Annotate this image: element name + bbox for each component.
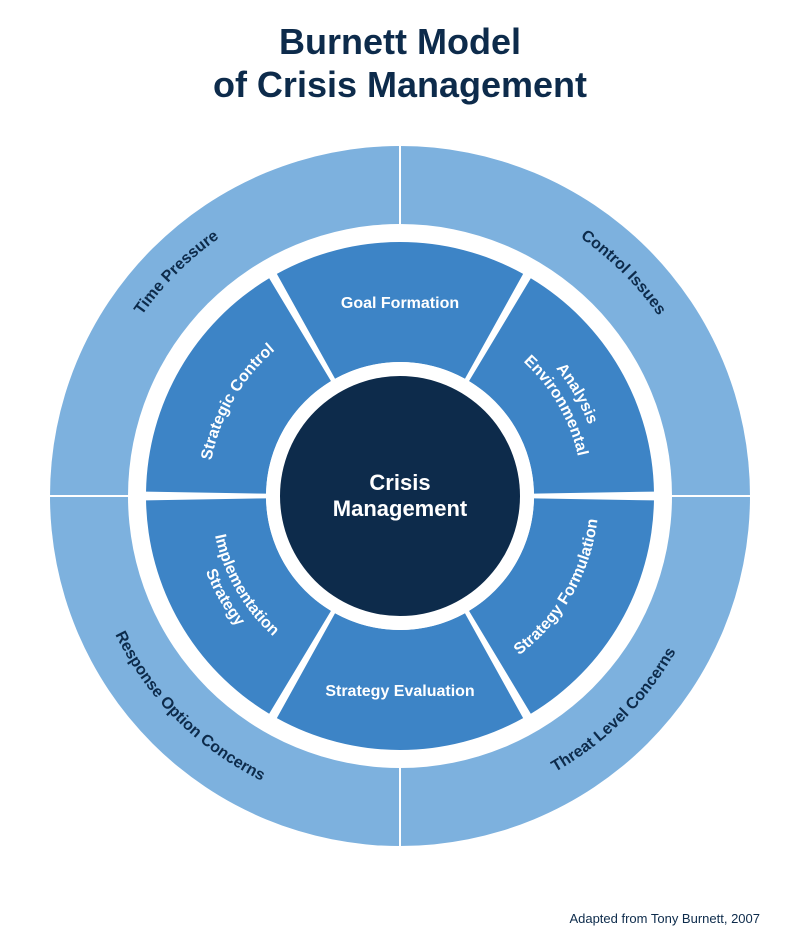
title-line-2: of Crisis Management (213, 64, 587, 105)
page-title: Burnett Model of Crisis Management (0, 0, 800, 116)
attribution-text: Adapted from Tony Burnett, 2007 (569, 911, 760, 926)
burnett-model-diagram: Time PressureControl IssuesThreat Level … (20, 116, 780, 876)
title-line-1: Burnett Model (279, 21, 521, 62)
middle-segment-label: Strategy Evaluation (325, 683, 474, 700)
middle-segment-label: Goal Formation (341, 295, 459, 312)
